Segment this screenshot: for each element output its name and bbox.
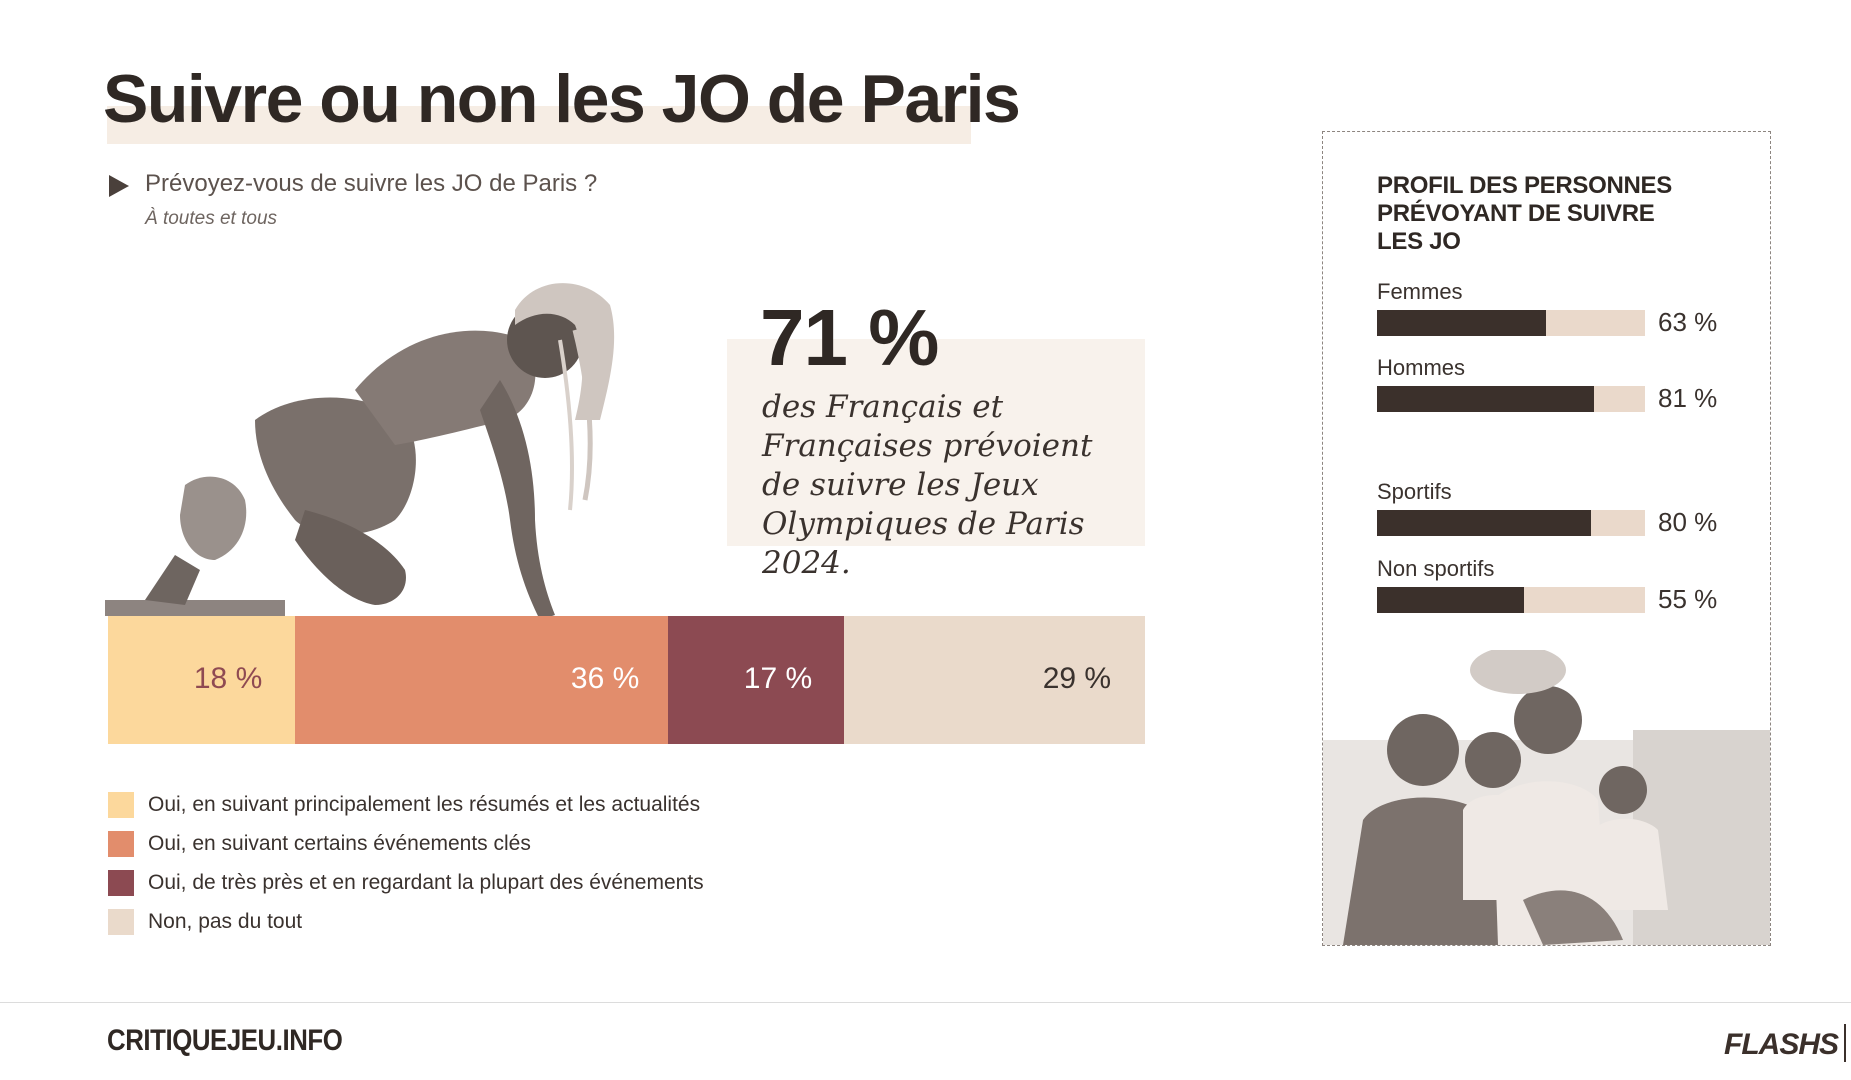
profile-bar-fill xyxy=(1377,587,1525,613)
profile-row-label: Hommes xyxy=(1377,355,1466,380)
legend-label: Non, pas du tout xyxy=(148,910,303,933)
legend-swatch xyxy=(108,909,134,935)
footer-vertical-divider xyxy=(1844,1024,1846,1062)
bar-segment: 29 % xyxy=(844,616,1145,744)
legend-item: Oui, de très près et en regardant la plu… xyxy=(108,870,704,896)
profile-bar xyxy=(1377,510,1645,536)
family-illustration xyxy=(1323,650,1770,945)
profile-bar xyxy=(1377,587,1645,613)
profile-row-value: 81 % xyxy=(1658,383,1718,413)
question-text: Prévoyez-vous de suivre les JO de Paris … xyxy=(145,170,598,197)
legend-swatch xyxy=(108,831,134,857)
question-audience: À toutes et tous xyxy=(145,208,278,229)
bar-segment: 17 % xyxy=(667,616,845,744)
stat-description: des Français et Françaises prévoient de … xyxy=(762,389,1093,581)
profile-row-value: 55 % xyxy=(1658,584,1718,614)
profile-bar-fill xyxy=(1377,510,1592,536)
page-title: Suivre ou non les JO de Paris xyxy=(103,61,1021,137)
profile-bar-fill xyxy=(1377,386,1595,412)
stat-value: 71 % xyxy=(760,293,939,382)
bar-segment: 18 % xyxy=(108,616,295,744)
profile-row-label: Sportifs xyxy=(1377,479,1452,504)
bar-segment: 36 % xyxy=(294,616,668,744)
legend-label: Oui, de très près et en regardant la plu… xyxy=(148,871,704,894)
profile-row-value: 80 % xyxy=(1658,507,1718,537)
legend-item: Oui, en suivant principalement les résum… xyxy=(108,792,704,818)
athlete-illustration xyxy=(105,283,615,620)
profile-title: PROFIL DES PERSONNES PRÉVOYANT DE SUIVRE… xyxy=(1377,172,1672,255)
bar-segment-label: 36 % xyxy=(570,662,640,695)
title-highlight xyxy=(107,106,971,144)
play-arrow-icon xyxy=(109,175,129,197)
profile-row-value: 63 % xyxy=(1658,307,1718,337)
chart-legend: Oui, en suivant principalement les résum… xyxy=(108,792,704,948)
profile-bar-fill xyxy=(1377,310,1546,336)
bar-segment-label: 17 % xyxy=(743,662,813,695)
flashs-logo: FLASHS xyxy=(1724,1028,1839,1061)
stacked-bar-chart: 18 % 36 % 17 % 29 % xyxy=(108,616,1145,744)
brand-logo[interactable]: CRITIQUEJEU.INFO xyxy=(107,1024,343,1057)
profile-row-label: Non sportifs xyxy=(1377,556,1495,581)
legend-label: Oui, en suivant certains événements clés xyxy=(148,832,531,855)
bar-segment-label: 29 % xyxy=(1042,662,1112,695)
stat-highlight-box xyxy=(727,339,1145,546)
bar-segment-label: 18 % xyxy=(193,662,263,695)
profile-bar xyxy=(1377,310,1645,336)
profile-panel xyxy=(1322,131,1771,946)
legend-item: Oui, en suivant certains événements clés xyxy=(108,831,704,857)
profile-row-label: Femmes xyxy=(1377,279,1463,304)
footer-divider-line xyxy=(0,1002,1851,1003)
legend-swatch xyxy=(108,870,134,896)
legend-item: Non, pas du tout xyxy=(108,909,704,935)
profile-bar xyxy=(1377,386,1645,412)
legend-swatch xyxy=(108,792,134,818)
legend-label: Oui, en suivant principalement les résum… xyxy=(148,793,701,816)
